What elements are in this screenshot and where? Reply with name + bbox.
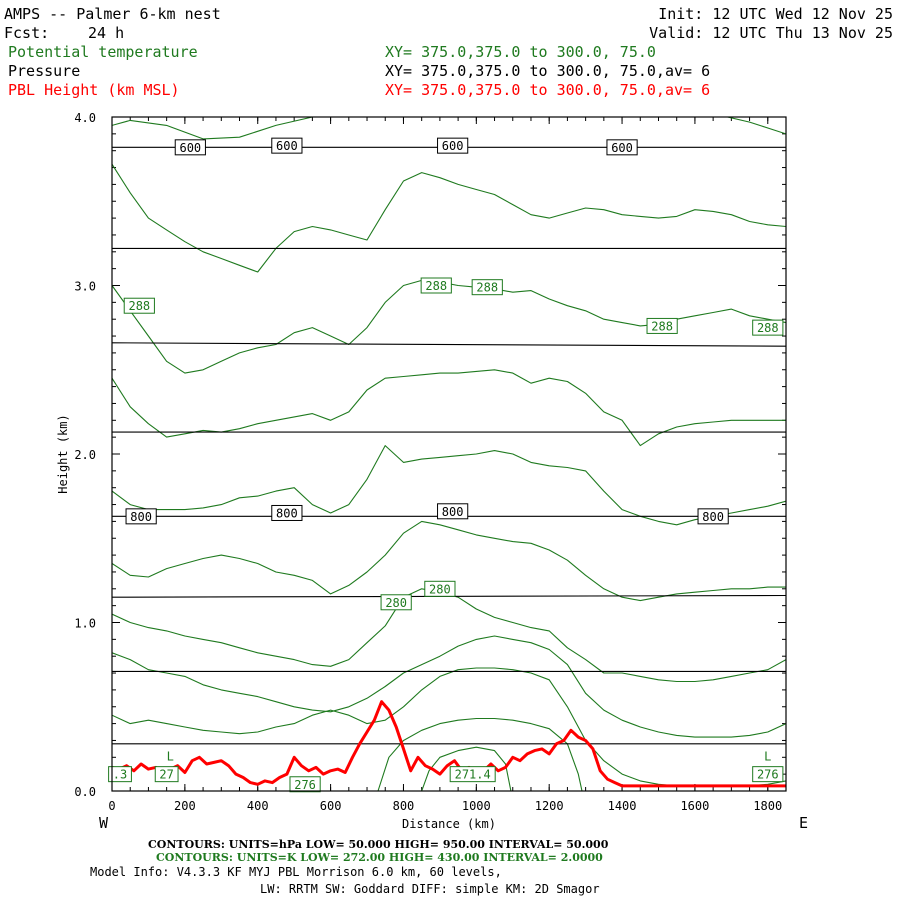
theta-contour-label-box — [108, 766, 132, 783]
x-tick-label: 1800 — [753, 799, 782, 813]
contour-labels: 600 600 600 600 800 800 800 800 288 288 288 288 288 2… — [108, 137, 784, 793]
x-tick-label: 400 — [247, 799, 269, 813]
theta-contour-info: CONTOURS: UNITS=K LOW= 272.00 HIGH= 430.… — [156, 851, 603, 864]
theta-contour-label: 288 — [425, 279, 447, 293]
theta-contour-label-box — [424, 580, 456, 597]
theta-contour-label: 288 — [476, 281, 498, 295]
theta-contours — [112, 117, 786, 791]
axis-ticks — [111, 116, 787, 792]
x-tick-label: 600 — [320, 799, 342, 813]
pressure-contour-label: 600 — [442, 139, 464, 153]
model-info: Model Info: V4.3.3 KF MYJ PBL Morrison 6… — [90, 865, 502, 879]
theta-contour-label: 27 — [159, 768, 173, 782]
pressure-contour-label: 800 — [276, 506, 298, 520]
theta-contour-line — [112, 588, 786, 683]
theta-contour-label: 288 — [128, 299, 150, 313]
y-tick-label: 4.0 — [74, 111, 96, 125]
pbl-height-series — [112, 700, 786, 788]
theta-contour-label: 271.4 — [455, 768, 491, 782]
theta-contour-line — [112, 445, 786, 526]
pressure-contour-label: 800 — [442, 505, 464, 519]
x-tick-label: 1600 — [680, 799, 709, 813]
physics-info: LW: RRTM SW: Goddard DIFF: simple KM: 2D… — [260, 882, 600, 896]
east-label: E — [799, 814, 808, 832]
pressure-contour-label-box — [697, 508, 729, 525]
var-theta-name: Potential temperature — [8, 43, 198, 61]
theta-contour-label-box — [123, 297, 155, 314]
valid-time: Valid: 12 UTC Thu 13 Nov 25 — [649, 24, 893, 42]
theta-contour-label: 276 — [757, 768, 779, 782]
theta-contour-line — [112, 117, 786, 140]
theta-contour-label: 280 — [429, 582, 451, 596]
x-tick-label: 0 — [108, 799, 115, 813]
theta-contour-line — [112, 279, 786, 374]
theta-contour-label-box — [646, 317, 678, 334]
y-axis-title: Height (km) — [56, 414, 70, 493]
pbl-height-line — [112, 700, 786, 788]
theta-contour-line — [112, 635, 786, 738]
pressure-contour-label-box — [125, 508, 157, 525]
x-tick-label: 1200 — [535, 799, 564, 813]
pressure-contour-label: 800 — [702, 510, 724, 524]
x-tick-label: 800 — [393, 799, 415, 813]
theta-contour-label-box — [752, 319, 784, 336]
pressure-contour-label-box — [437, 503, 469, 520]
theta-contour-line — [112, 163, 786, 273]
theta-contour-label: .3 — [113, 768, 127, 782]
theta-contour-label-box — [752, 766, 784, 783]
pressure-contour-label: 800 — [130, 510, 152, 524]
theta-contour-line — [112, 667, 786, 787]
pressure-contour-label: 600 — [179, 141, 201, 155]
var-pbl-xy: XY= 375.0,375.0 to 300.0, 75.0,av= 6 — [385, 81, 710, 99]
pressure-contour-label: 600 — [611, 141, 633, 155]
pressure-contour-label-box — [271, 504, 303, 521]
x-axis-title: Distance (km) — [402, 817, 496, 831]
var-pressure-xy: XY= 375.0,375.0 to 300.0, 75.0,av= 6 — [385, 62, 710, 80]
theta-contour-label-box — [420, 277, 452, 294]
pressure-contours — [112, 146, 786, 745]
low-center-marker: L — [167, 750, 174, 764]
var-pressure-name: Pressure — [8, 62, 80, 80]
pressure-contour-label: 600 — [276, 139, 298, 153]
theta-contour-label: 288 — [757, 321, 779, 335]
theta-contour-label: 280 — [385, 596, 407, 610]
theta-contour-label: 276 — [294, 778, 316, 792]
theta-contour-label-box — [289, 776, 321, 793]
pressure-contour-label-box — [174, 139, 206, 156]
x-tick-label: 1400 — [608, 799, 637, 813]
pressure-contour-line — [112, 342, 786, 347]
plot-frame — [111, 116, 787, 792]
theta-contour-line — [112, 369, 786, 447]
forecast-label: Fcst: — [4, 24, 49, 42]
pressure-contour-label-box — [606, 139, 638, 156]
pressure-contour-info: CONTOURS: UNITS=hPa LOW= 50.000 HIGH= 95… — [148, 838, 609, 851]
west-label: W — [99, 814, 109, 832]
y-tick-label: 3.0 — [74, 280, 96, 294]
theta-contour-label-box — [449, 766, 496, 783]
y-tick-label: 2.0 — [74, 448, 96, 462]
x-tick-label: 200 — [174, 799, 196, 813]
theta-contour-label: 288 — [651, 319, 673, 333]
pressure-contour-label-box — [437, 137, 469, 154]
init-time: Init: 12 UTC Wed 12 Nov 25 — [658, 5, 893, 23]
axis-tick-labels: 0 200 400 600 800 1000 1200 1400 1600 1800 0.0 1.0 2… — [74, 111, 782, 813]
theta-contour-label-box — [471, 279, 503, 296]
theta-contour-line — [112, 520, 786, 602]
pressure-contour-label-box — [271, 137, 303, 154]
x-tick-label: 1000 — [462, 799, 491, 813]
header-title: AMPS -- Palmer 6-km nest — [4, 5, 221, 23]
forecast-value: 24 h — [88, 24, 124, 42]
y-tick-label: 1.0 — [74, 617, 96, 631]
theta-contour-label-box — [154, 766, 179, 783]
var-pbl-name: PBL Height (km MSL) — [8, 81, 180, 99]
var-theta-xy: XY= 375.0,375.0 to 300.0, 75.0 — [385, 43, 656, 61]
y-tick-label: 0.0 — [74, 785, 96, 799]
low-center-marker: L — [764, 750, 771, 764]
theta-contour-label-box — [380, 594, 412, 611]
